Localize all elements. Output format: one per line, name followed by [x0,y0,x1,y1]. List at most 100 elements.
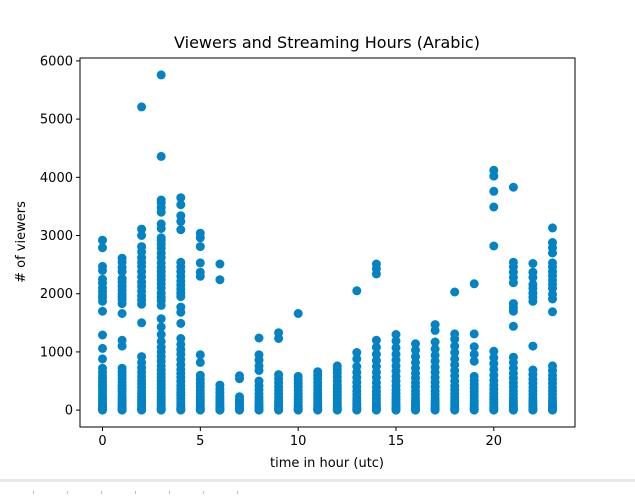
data-point [176,292,186,302]
x-axis-ticks: 0 5 10 15 20 [98,427,502,449]
data-point [156,330,166,339]
y-tick-label: 0 [65,404,73,419]
data-point [137,102,147,112]
data-point [195,405,205,415]
data-point [156,224,166,233]
data-point [352,286,362,296]
data-point [371,349,381,359]
data-point [391,405,401,415]
data-point [489,202,499,212]
data-point [137,231,147,240]
data-point [98,296,107,306]
data-point [489,346,499,356]
data-point [274,334,284,343]
data-point [313,405,323,415]
data-point [176,318,186,328]
y-tick-label: 6000 [40,54,73,69]
data-point [215,405,225,415]
data-point [117,405,127,415]
data-point [489,186,499,196]
data-point [137,405,147,415]
data-point [195,350,205,360]
data-point [176,200,186,210]
x-tick-label: 10 [290,434,307,449]
chart-title: Viewers and Streaming Hours (Arabic) [174,33,480,52]
x-tick-label: 15 [388,434,405,449]
data-point [352,348,362,357]
data-point [156,300,166,310]
data-point [176,217,186,226]
data-point [430,344,440,354]
data-point [469,329,479,339]
data-point [137,224,147,234]
data-point [156,207,166,217]
data-point [156,151,166,161]
data-point [195,357,205,367]
y-axis-label: # of viewers [14,201,29,283]
data-point [430,405,440,415]
data-point [98,343,107,353]
data-point [98,405,107,415]
y-tick-label: 2000 [40,287,73,302]
x-axis-label: time in hour (utc) [270,456,384,471]
x-tick-label: 0 [98,434,106,449]
data-point [98,265,107,275]
data-point [508,306,518,316]
data-point [430,337,440,347]
data-point [371,269,381,279]
data-point [508,278,518,288]
data-point [548,294,557,304]
data-point [411,405,420,415]
y-tick-label: 5000 [40,113,73,128]
data-point [176,405,186,415]
data-point [195,233,205,243]
data-point [156,314,166,324]
data-point [98,354,107,364]
data-point [98,306,107,316]
data-point [391,343,401,353]
y-tick-label: 3000 [40,229,73,244]
data-point [332,405,342,415]
data-point [215,275,225,285]
data-point [450,341,460,351]
data-point [528,259,538,268]
data-point [156,70,166,80]
data-point [411,339,420,349]
data-point [195,258,205,268]
data-point [469,405,479,415]
data-point [489,171,499,181]
data-point [195,271,205,281]
data-point [391,336,401,346]
data-point [450,334,460,344]
data-point [430,325,440,335]
data-point [528,272,538,282]
data-point [450,287,460,297]
data-point [528,341,538,351]
data-point [548,223,557,233]
data-point [548,405,557,415]
data-point [450,405,460,415]
chart-canvas: 0 5 10 15 20 0 1000 2000 3000 4000 5000 6000 Viewe… [14,33,576,471]
data-point [293,405,303,415]
data-point [450,348,460,357]
data-point [117,299,127,309]
data-point [176,225,186,235]
data-point [508,182,518,192]
data-point [528,296,538,306]
data-point [98,330,107,340]
data-point [469,342,479,352]
data-point [411,345,420,355]
data-point [98,243,107,253]
data-point [254,405,264,415]
data-point [469,349,479,359]
y-tick-label: 4000 [40,171,73,186]
data-point [352,354,362,364]
data-point [274,405,284,415]
data-point [508,321,518,331]
scatter-points [98,70,557,415]
y-axis-ticks: 0 1000 2000 3000 4000 5000 6000 [40,54,80,419]
data-point [137,318,147,328]
data-point [137,299,147,309]
data-point [489,405,499,415]
data-point [548,248,557,258]
